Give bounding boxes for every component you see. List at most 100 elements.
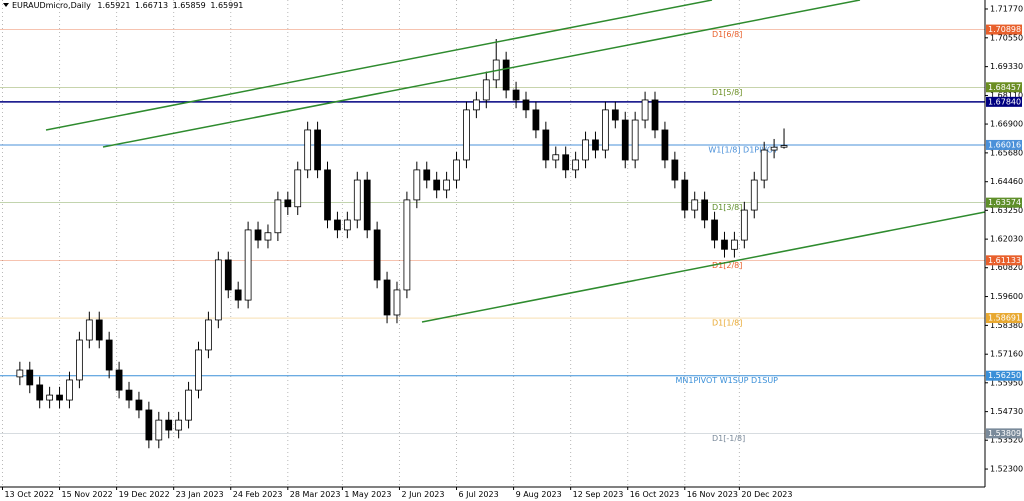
level-name: D1[2/8] — [712, 261, 742, 270]
x-tick-label: 28 Mar 2023 — [290, 490, 341, 499]
candle-body — [711, 219, 718, 241]
y-tick-label: 1.53520 — [990, 436, 1023, 445]
candle-body — [36, 384, 44, 401]
candle-body — [304, 129, 312, 171]
candle-body — [205, 319, 212, 351]
candle-body — [522, 99, 530, 111]
x-tick-label: 12 Sep 2023 — [573, 490, 624, 499]
candle-body — [532, 109, 540, 131]
x-tick-label: 6 Jul 2023 — [459, 490, 499, 499]
level-name: D1[3/8] — [712, 203, 742, 212]
y-tick-label: 1.68110 — [990, 91, 1023, 100]
candle-body — [155, 419, 163, 441]
x-tick-label: 19 Dec 2022 — [119, 490, 170, 499]
price-box-label: 1.66016 — [988, 140, 1021, 149]
candle-body — [433, 179, 441, 191]
candle-body — [602, 109, 609, 151]
level-name: D1[5/8] — [712, 88, 742, 97]
candle-body — [463, 109, 470, 161]
candle-body — [542, 129, 550, 161]
price-box-label: 1.56250 — [988, 371, 1021, 380]
candle-body — [373, 229, 381, 281]
candle-body — [66, 379, 73, 401]
candle-body — [721, 239, 728, 250]
x-tick-label: 1 May 2023 — [344, 490, 391, 499]
candle-body — [76, 339, 83, 381]
candle-body — [165, 419, 173, 431]
candle-body — [443, 179, 450, 191]
candle-body — [105, 339, 113, 371]
candle-body — [324, 169, 331, 221]
candle-body — [661, 129, 669, 161]
price-box — [986, 24, 1022, 35]
y-tick-label: 1.62030 — [990, 235, 1023, 244]
candle-body — [572, 159, 579, 171]
symbol: EURAUDmicro,Daily — [12, 1, 91, 10]
x-tick-label: 16 Nov 2023 — [687, 490, 738, 499]
candle-body — [502, 59, 510, 91]
candle-body — [284, 199, 292, 208]
candle-body — [224, 259, 232, 291]
time-axis — [0, 487, 985, 501]
candle-body — [16, 369, 24, 378]
candle-body — [314, 129, 321, 171]
price-box — [986, 428, 1022, 439]
price-box-label: 1.70898 — [988, 25, 1021, 34]
y-tick-label: 1.71770 — [990, 4, 1023, 13]
candle-body — [701, 199, 709, 221]
price-axis — [985, 0, 1024, 501]
candle-body — [264, 232, 272, 241]
candle-body — [244, 229, 252, 301]
candle-body — [562, 154, 570, 171]
candle-body — [671, 159, 679, 181]
price-box-label: 1.63574 — [988, 198, 1021, 207]
candle-body — [512, 89, 520, 101]
menu-arrow[interactable] — [3, 3, 9, 7]
candle-body — [403, 199, 411, 291]
candle-body — [145, 409, 153, 441]
candle-body — [95, 319, 103, 341]
candle-body — [135, 399, 143, 411]
x-tick-label: 15 Nov 2022 — [62, 490, 113, 499]
candle-body — [383, 279, 391, 316]
y-tick-label: 1.54730 — [990, 407, 1023, 416]
candle-body — [46, 394, 53, 401]
x-tick-label: 2 Jun 2023 — [401, 490, 444, 499]
price-box — [986, 370, 1022, 381]
candle-body — [115, 369, 123, 391]
price-box — [986, 82, 1022, 93]
x-tick-label: 9 Aug 2023 — [516, 490, 562, 499]
candle-body — [413, 169, 421, 201]
level-name: W1[1/8] D1PIVOT — [708, 145, 778, 154]
candle-body — [254, 229, 262, 241]
y-tick-label: 1.70550 — [990, 33, 1023, 42]
candle-body — [651, 99, 659, 131]
price-box — [986, 197, 1022, 208]
y-tick-label: 1.58380 — [990, 321, 1023, 330]
candle-body — [334, 219, 341, 231]
candle-body — [582, 139, 589, 161]
high-price: 1.66713 — [135, 1, 168, 10]
x-tick-label: 24 Feb 2023 — [233, 490, 283, 499]
level-name: D1[6/8] — [712, 30, 742, 39]
candle-body — [611, 109, 619, 121]
candle-body — [274, 199, 282, 234]
y-tick-label: 1.65680 — [990, 148, 1023, 157]
candle-body — [482, 79, 490, 101]
x-tick-label: 23 Jan 2023 — [176, 490, 224, 499]
chart-header: EURAUDmicro,Daily 1.65921 1.66713 1.6585… — [12, 1, 243, 10]
y-tick-label: 1.59600 — [990, 292, 1023, 301]
candle-body — [681, 179, 689, 211]
candle-body — [353, 179, 361, 221]
trend-line — [421, 211, 986, 323]
y-tick-label: 1.52300 — [990, 465, 1023, 474]
candle-body — [185, 389, 192, 421]
open-price: 1.65921 — [97, 1, 130, 10]
candle-body — [760, 149, 768, 181]
trend-line — [45, 0, 713, 131]
candle-body — [750, 179, 758, 211]
candle-body — [195, 349, 202, 391]
candle-body — [552, 154, 560, 161]
candle-body — [691, 199, 699, 211]
